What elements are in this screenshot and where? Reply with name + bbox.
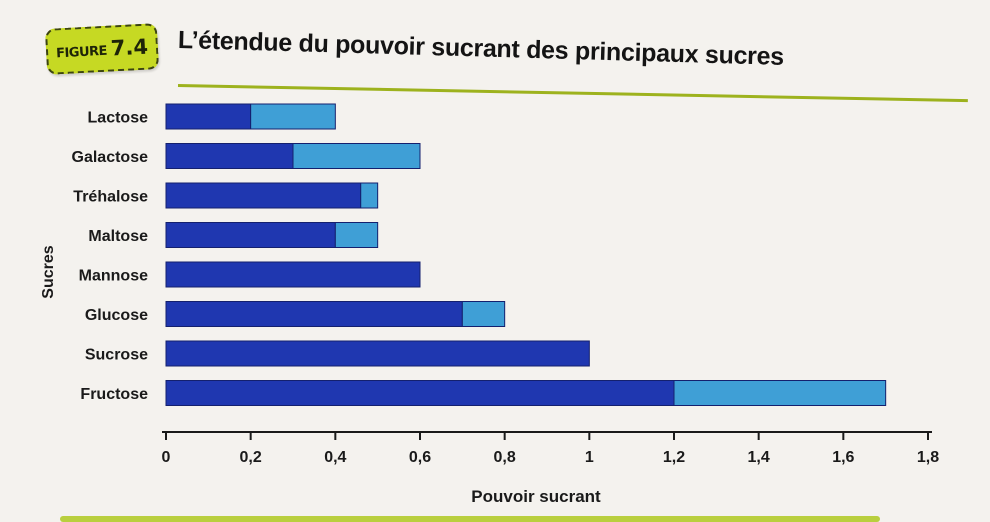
category-label-maltose: Maltose: [88, 228, 148, 245]
bar-fructose-range: [673, 380, 887, 406]
bar-mannose-min: [165, 261, 421, 288]
x-tick-label: 0,4: [324, 449, 346, 466]
bar-lactose-range: [250, 103, 336, 130]
bar-glucose-min: [165, 301, 463, 327]
category-label-sucrose: Sucrose: [85, 347, 148, 364]
x-ticks: 0 0,2 0,4 0,6 0,8 1 1,2 1,4 1,6 1,8: [162, 432, 939, 466]
category-label-tréhalose: Tréhalose: [73, 189, 148, 206]
x-tick-label: 1,8: [917, 449, 939, 466]
bar-maltose-min: [165, 222, 336, 248]
category-label-fructose: Fructose: [80, 386, 148, 403]
bar-galactose-range: [292, 143, 421, 169]
category-label-lactose: Lactose: [88, 110, 149, 127]
category-label-galactose: Galactose: [72, 149, 149, 166]
bar-maltose-range: [334, 222, 379, 248]
x-tick-label: 1,4: [748, 449, 770, 466]
y-axis-label: Sucres: [40, 245, 57, 298]
x-tick-label: 1,2: [663, 449, 685, 466]
category-label-glucose: Glucose: [85, 307, 148, 324]
bar-tréhalose-range: [360, 182, 379, 209]
x-tick-label: 0: [162, 449, 171, 466]
bar-lactose-min: [165, 103, 252, 130]
x-tick-label: 0,6: [409, 449, 431, 466]
bar-galactose-min: [165, 143, 294, 169]
x-tick-label: 0,8: [494, 449, 516, 466]
x-tick-label: 1: [585, 449, 594, 466]
x-axis-label: Pouvoir sucrant: [471, 487, 601, 506]
category-label-mannose: Mannose: [79, 268, 148, 285]
bar-fructose-min: [165, 380, 675, 406]
bars-group: [165, 103, 887, 406]
bar-sucrose-min: [165, 340, 590, 367]
bottom-accent-bar: [60, 516, 880, 522]
bar-tréhalose-min: [165, 182, 362, 209]
bar-glucose-range: [461, 301, 506, 327]
x-tick-label: 0,2: [240, 449, 262, 466]
category-labels: Lactose Galactose Tréhalose Maltose Mannose G…: [72, 110, 149, 404]
x-tick-label: 1,6: [832, 449, 854, 466]
